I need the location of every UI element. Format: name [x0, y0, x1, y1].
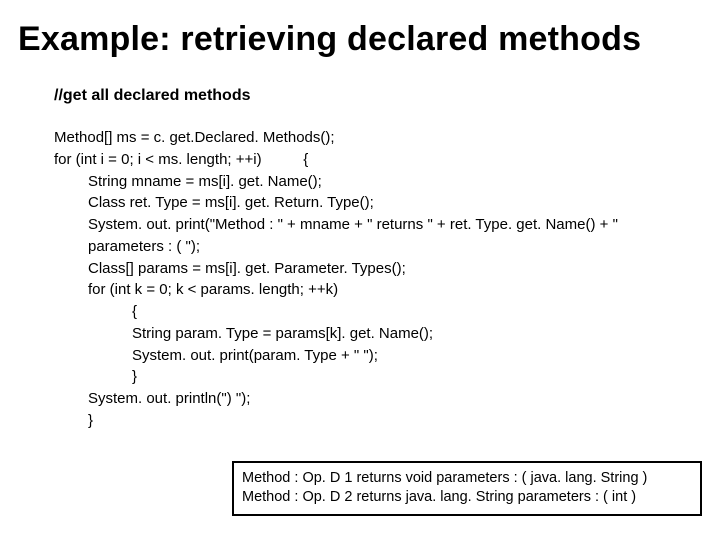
output-line: Method : Op. D 1 returns void parameters… — [242, 469, 692, 489]
slide: Example: retrieving declared methods //g… — [0, 0, 720, 540]
code-line: for (int i = 0; i < ms. length; ++i) { — [54, 149, 702, 171]
slide-title: Example: retrieving declared methods — [18, 20, 702, 59]
output-line: Method : Op. D 2 returns java. lang. Str… — [242, 488, 692, 508]
code-line: String param. Type = params[k]. get. Nam… — [54, 323, 702, 345]
code-line: System. out. print("Method : " + mname +… — [54, 214, 702, 236]
title-bold: declared — [347, 20, 488, 58]
title-part-2: methods — [488, 20, 641, 58]
code-line: Method[] ms = c. get.Declared. Methods()… — [54, 127, 702, 149]
code-line: System. out. print(param. Type + " "); — [54, 345, 702, 367]
code-line: String mname = ms[i]. get. Name(); — [54, 171, 702, 193]
code-line: parameters : ( "); — [54, 236, 702, 258]
code-line: Class[] params = ms[i]. get. Parameter. … — [54, 258, 702, 280]
code-block: Method[] ms = c. get.Declared. Methods()… — [54, 127, 702, 432]
code-line: } — [54, 410, 702, 432]
code-comment: //get all declared methods — [54, 87, 702, 105]
title-part-1: Example: retrieving — [18, 20, 347, 58]
code-line: { — [54, 301, 702, 323]
code-line: Class ret. Type = ms[i]. get. Return. Ty… — [54, 192, 702, 214]
code-line: for (int k = 0; k < params. length; ++k) — [54, 279, 702, 301]
output-box: Method : Op. D 1 returns void parameters… — [232, 461, 702, 516]
code-line: System. out. println(") "); — [54, 388, 702, 410]
code-line: } — [54, 366, 702, 388]
